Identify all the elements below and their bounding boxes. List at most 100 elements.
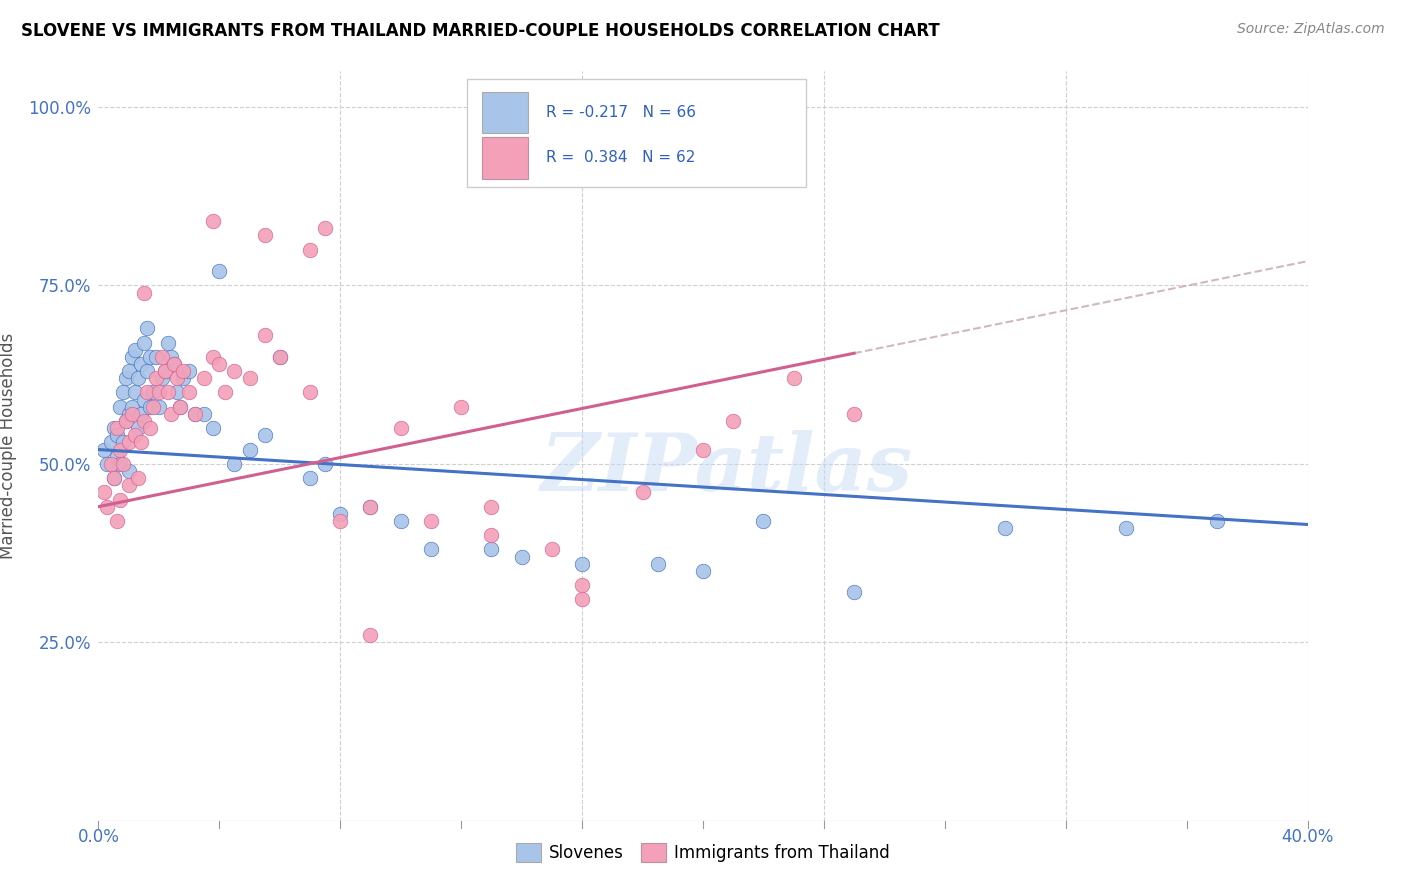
Point [299,385,322,400]
Point [389,421,412,435]
Point [150,350,173,364]
Point [135,364,157,378]
Point [93,442,115,457]
Point [160,350,183,364]
Point [184,407,207,421]
Point [153,364,176,378]
Point [127,421,149,435]
Point [148,385,170,400]
Point [118,364,141,378]
Point [994,521,1017,535]
Point [571,578,593,592]
Point [208,357,231,371]
Point [139,350,162,364]
Point [139,421,162,435]
Point [1206,514,1229,528]
Text: ZIPatlas: ZIPatlas [541,430,914,508]
Point [202,214,225,228]
Point [692,442,714,457]
Text: R = -0.217   N = 66: R = -0.217 N = 66 [546,104,696,120]
Point [360,628,382,642]
Point [481,528,503,542]
Point [269,350,291,364]
Point [124,428,146,442]
Point [132,285,155,300]
Point [224,457,246,471]
Point [93,485,115,500]
Bar [482,137,527,178]
Point [111,457,134,471]
Point [160,407,183,421]
Point [631,485,654,500]
Point [96,457,118,471]
Point [150,371,173,385]
Point [253,328,276,343]
Point [169,400,191,414]
Point [118,478,141,492]
Point [163,357,186,371]
Point [783,371,806,385]
Point [108,492,131,507]
Point [118,407,141,421]
Point [314,221,336,235]
Point [145,350,167,364]
Point [105,514,128,528]
Point [214,385,236,400]
Point [169,400,191,414]
Point [571,557,593,571]
Point [135,321,157,335]
Point [360,500,382,514]
Point [121,400,143,414]
Point [420,542,443,557]
Point [360,500,382,514]
Point [129,407,152,421]
Point [299,471,322,485]
Point [118,464,141,478]
Point [163,357,186,371]
Point [111,435,134,450]
Point [108,442,131,457]
Point [108,457,131,471]
Point [100,435,122,450]
Point [121,407,143,421]
Point [723,414,745,428]
Point [389,514,412,528]
Point [269,350,291,364]
Point [172,371,194,385]
Point [132,335,155,350]
Point [184,407,207,421]
Point [105,421,128,435]
Point [142,385,165,400]
Point [450,400,472,414]
Point [118,435,141,450]
Point [166,371,188,385]
Point [253,228,276,243]
Point [114,414,136,428]
Point [253,428,276,442]
Point [132,414,155,428]
Point [179,364,201,378]
Y-axis label: Married-couple Households: Married-couple Households [0,333,17,559]
Legend: Slovenes, Immigrants from Thailand: Slovenes, Immigrants from Thailand [509,836,897,869]
Point [202,350,225,364]
Text: Source: ZipAtlas.com: Source: ZipAtlas.com [1237,22,1385,37]
Point [844,407,866,421]
Point [142,400,165,414]
Point [145,371,167,385]
Point [129,435,152,450]
Point [129,357,152,371]
Point [124,343,146,357]
Point [114,371,136,385]
Point [647,557,669,571]
Point [193,371,215,385]
Point [148,400,170,414]
Point [96,500,118,514]
Point [156,385,179,400]
Point [208,264,231,278]
Point [752,514,775,528]
Point [571,592,593,607]
Point [202,421,225,435]
Point [193,407,215,421]
Text: R =  0.384   N = 62: R = 0.384 N = 62 [546,151,695,165]
Point [124,385,146,400]
